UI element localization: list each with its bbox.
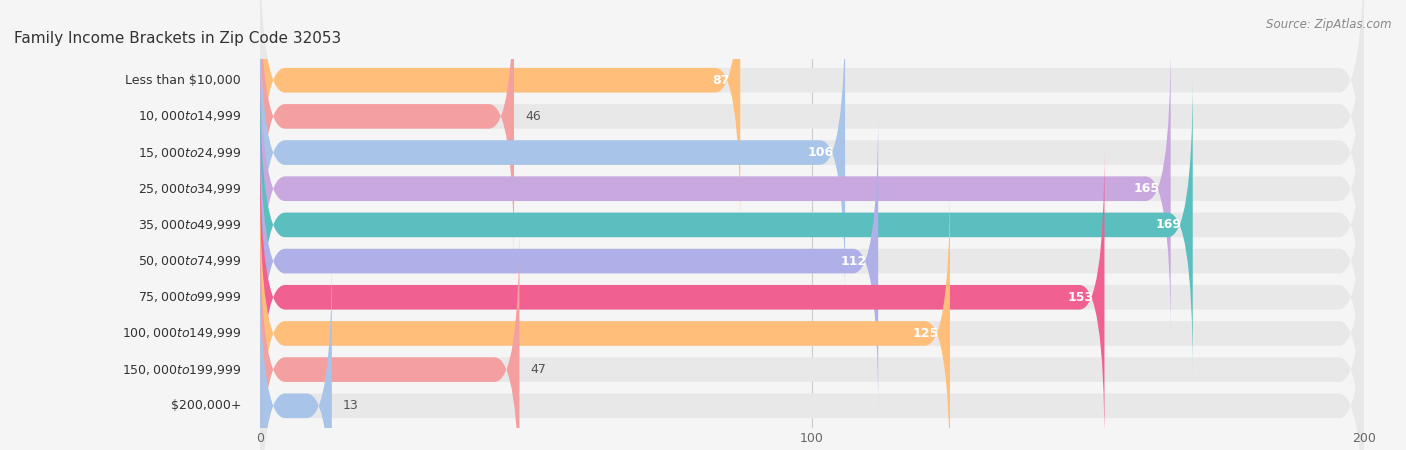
FancyBboxPatch shape [260,219,1364,450]
Text: $10,000 to $14,999: $10,000 to $14,999 [138,109,242,123]
Text: 125: 125 [912,327,939,340]
Text: 169: 169 [1156,218,1181,231]
FancyBboxPatch shape [260,0,1364,267]
FancyBboxPatch shape [260,111,879,412]
Text: 106: 106 [808,146,834,159]
FancyBboxPatch shape [260,38,1171,339]
Text: Less than $10,000: Less than $10,000 [125,74,242,87]
Text: $25,000 to $34,999: $25,000 to $34,999 [138,182,242,196]
FancyBboxPatch shape [260,2,1364,303]
Text: $35,000 to $49,999: $35,000 to $49,999 [138,218,242,232]
FancyBboxPatch shape [260,2,845,303]
FancyBboxPatch shape [260,0,740,231]
FancyBboxPatch shape [260,0,515,267]
Text: 13: 13 [343,399,359,412]
Text: 46: 46 [524,110,541,123]
FancyBboxPatch shape [260,255,1364,450]
Text: $75,000 to $99,999: $75,000 to $99,999 [138,290,242,304]
FancyBboxPatch shape [260,147,1364,448]
Text: 112: 112 [841,255,868,268]
Text: $150,000 to $199,999: $150,000 to $199,999 [122,363,242,377]
FancyBboxPatch shape [260,219,519,450]
Text: $100,000 to $149,999: $100,000 to $149,999 [122,326,242,341]
FancyBboxPatch shape [260,183,950,450]
FancyBboxPatch shape [260,74,1192,375]
Text: $50,000 to $74,999: $50,000 to $74,999 [138,254,242,268]
FancyBboxPatch shape [260,255,332,450]
Text: Family Income Brackets in Zip Code 32053: Family Income Brackets in Zip Code 32053 [14,32,342,46]
FancyBboxPatch shape [260,111,1364,412]
Text: $15,000 to $24,999: $15,000 to $24,999 [138,145,242,160]
FancyBboxPatch shape [260,74,1364,375]
Text: 165: 165 [1133,182,1160,195]
Text: Source: ZipAtlas.com: Source: ZipAtlas.com [1267,18,1392,31]
Text: $200,000+: $200,000+ [170,399,242,412]
Text: 47: 47 [530,363,547,376]
Text: 87: 87 [711,74,730,87]
FancyBboxPatch shape [260,0,1364,231]
FancyBboxPatch shape [260,38,1364,339]
FancyBboxPatch shape [260,183,1364,450]
Text: 153: 153 [1067,291,1094,304]
FancyBboxPatch shape [260,147,1105,448]
